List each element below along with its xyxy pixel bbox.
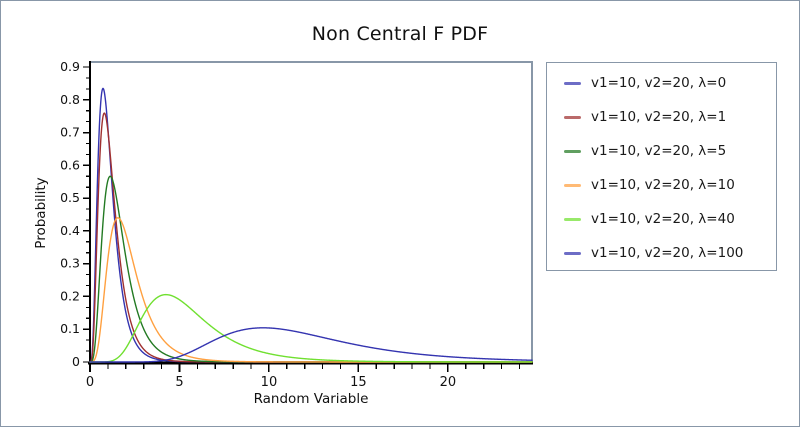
svg-text:0.2: 0.2 — [60, 288, 80, 303]
legend-label: v1=10, v2=20, λ=5 — [591, 143, 727, 159]
legend-item: v1=10, v2=20, λ=100 — [564, 237, 776, 270]
x-axis-label: Random Variable — [253, 391, 369, 407]
legend-item: v1=10, v2=20, λ=5 — [564, 135, 776, 168]
svg-text:0.7: 0.7 — [60, 125, 80, 140]
svg-text:0.8: 0.8 — [60, 92, 80, 107]
svg-text:10: 10 — [261, 375, 278, 390]
legend-item: v1=10, v2=20, λ=10 — [564, 169, 776, 202]
series-curve — [89, 112, 533, 363]
svg-text:20: 20 — [440, 375, 457, 390]
legend-label: v1=10, v2=20, λ=10 — [591, 177, 735, 193]
svg-text:0.9: 0.9 — [60, 59, 80, 74]
legend-label: v1=10, v2=20, λ=0 — [591, 75, 727, 91]
y-axis-label: Probability — [33, 177, 49, 249]
legend-swatch — [564, 81, 581, 85]
svg-text:0.3: 0.3 — [60, 256, 80, 271]
svg-text:5: 5 — [175, 375, 183, 390]
legend-item: v1=10, v2=20, λ=0 — [564, 67, 776, 100]
series-curve — [89, 327, 533, 363]
legend-item: v1=10, v2=20, λ=1 — [564, 101, 776, 134]
legend-swatch — [564, 149, 581, 153]
legend-label: v1=10, v2=20, λ=40 — [591, 211, 735, 227]
legend-swatch — [564, 217, 581, 221]
svg-text:0.5: 0.5 — [60, 190, 80, 205]
legend-swatch — [564, 251, 581, 255]
svg-text:0.4: 0.4 — [60, 223, 80, 238]
svg-text:0.6: 0.6 — [60, 157, 80, 172]
legend-swatch — [564, 115, 581, 119]
svg-text:0: 0 — [72, 354, 80, 369]
series-curve — [89, 217, 533, 363]
series-curve — [89, 87, 533, 363]
svg-text:15: 15 — [350, 375, 367, 390]
legend-label: v1=10, v2=20, λ=100 — [591, 245, 744, 261]
legend: v1=10, v2=20, λ=0 v1=10, v2=20, λ=1 v1=10,… — [546, 62, 777, 271]
legend-label: v1=10, v2=20, λ=1 — [591, 109, 727, 125]
series-curve — [89, 293, 533, 363]
legend-swatch — [564, 183, 581, 187]
chart-title: Non Central F PDF — [311, 23, 489, 45]
svg-text:0.1: 0.1 — [60, 321, 80, 336]
svg-text:0: 0 — [86, 375, 94, 390]
legend-item: v1=10, v2=20, λ=40 — [564, 203, 776, 236]
